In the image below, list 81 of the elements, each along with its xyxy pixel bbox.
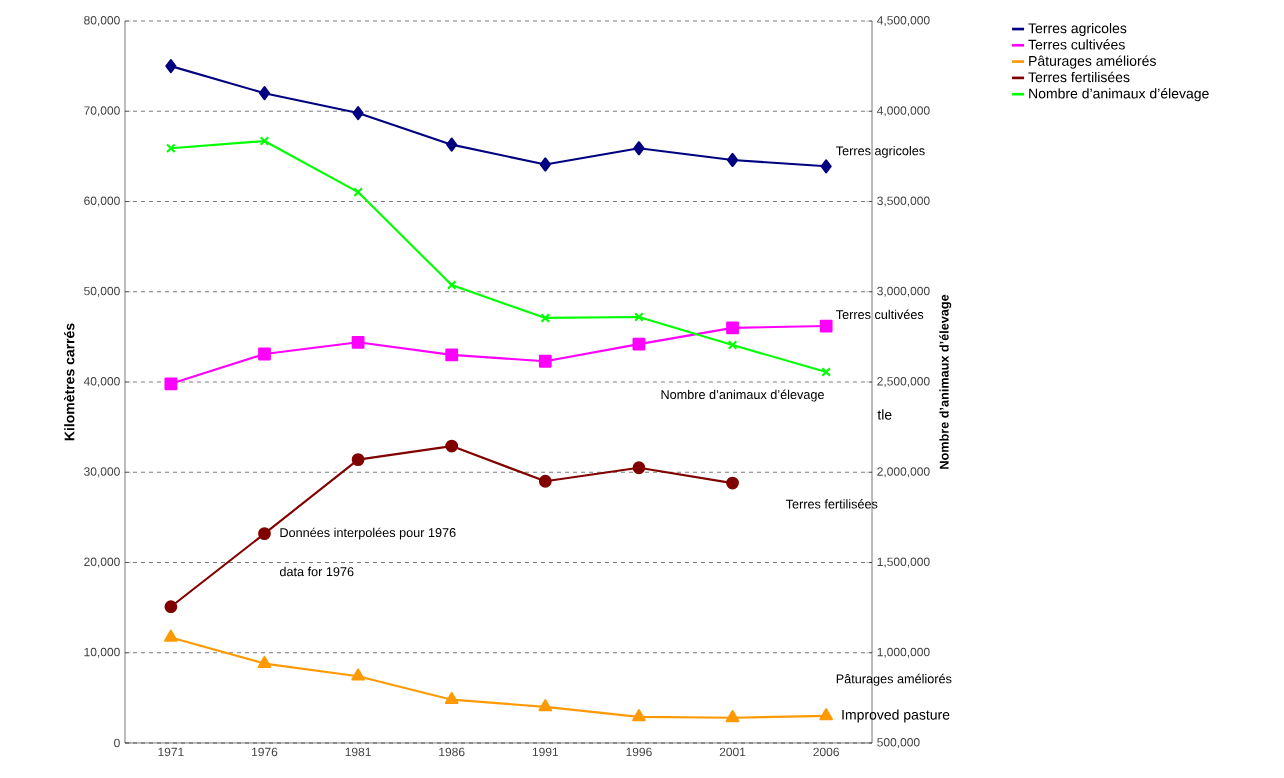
point	[257, 655, 272, 668]
point	[258, 347, 271, 361]
y2-tick-label: 1,000,000	[877, 647, 930, 658]
point	[445, 439, 459, 453]
point	[164, 629, 178, 642]
annotation: Terres agricoles	[836, 145, 925, 158]
y2-tick-label: 2,000,000	[877, 467, 930, 478]
y-tick-label: 50,000	[84, 286, 120, 297]
point	[259, 136, 270, 146]
annotation: Pâturages améliorés	[836, 673, 952, 686]
point	[351, 335, 365, 349]
point	[821, 367, 831, 377]
legend-label: Nombre d’animaux d’élevage	[1029, 88, 1209, 102]
text: tle	[877, 409, 892, 420]
y2-tick-label: 4,500,000	[877, 16, 930, 26]
point	[353, 187, 363, 197]
x-tick-label: 1996	[626, 747, 652, 757]
point	[726, 321, 739, 335]
point	[726, 476, 739, 490]
point	[539, 157, 551, 172]
point	[540, 313, 551, 323]
y2-tick-label: 1,500,000	[877, 557, 930, 568]
point	[351, 453, 365, 467]
point	[632, 709, 646, 722]
point	[446, 137, 458, 152]
point	[632, 337, 646, 351]
point	[725, 709, 740, 723]
legend-label: Pâturages améliorés	[1029, 55, 1156, 69]
point	[634, 312, 644, 322]
legend-label: Terres agricoles	[1028, 22, 1127, 37]
y-tick-label: 0	[114, 738, 120, 748]
point	[445, 348, 459, 362]
y2-tick-label: 3,500,000	[877, 196, 930, 207]
y-tick-label: 70,000	[84, 106, 120, 117]
point	[819, 708, 833, 721]
y-tick-label: 10,000	[84, 647, 120, 658]
point	[538, 354, 552, 368]
x-tick-label: 1991	[532, 747, 559, 757]
point	[446, 280, 457, 290]
point	[819, 319, 833, 333]
point	[352, 105, 364, 121]
y2-tick-label: 3,000,000	[877, 286, 930, 297]
point	[351, 668, 365, 681]
y-tick-label: 40,000	[83, 377, 120, 387]
x-tick-label: 1971	[158, 747, 184, 757]
point	[727, 340, 738, 350]
point	[165, 59, 177, 74]
point	[538, 474, 552, 488]
point	[444, 691, 459, 705]
x-tick-label: 2006	[813, 747, 839, 757]
point	[726, 152, 739, 168]
point	[166, 143, 176, 154]
y-axis-title: Kilomètres carrés	[64, 323, 75, 441]
point	[632, 461, 646, 475]
point	[538, 699, 553, 712]
x-tick-label: 1976	[252, 747, 278, 757]
y-tick-label: 60,000	[84, 196, 120, 207]
y2-tick-label: 500,000	[877, 738, 920, 748]
legend-label: Terres fertilisées	[1028, 71, 1130, 83]
y2-axis-title: Nombre d’animaux d’élevage	[939, 294, 952, 469]
annotation: Données interpolées pour 1976	[280, 527, 456, 540]
x-tick-label: 1981	[345, 747, 371, 757]
point	[258, 527, 271, 541]
y-tick-label: 20,000	[84, 557, 120, 568]
y2-tick-label: 2,500,000	[877, 377, 930, 387]
point	[164, 377, 178, 391]
annotation: Improved pasture	[842, 709, 950, 723]
annotation: data for 1976	[279, 566, 354, 577]
y2-tick-label: 4,000,000	[877, 106, 930, 117]
point	[820, 159, 832, 174]
annotation: Nombre d’animaux d’élevage	[661, 389, 824, 402]
legend-label: Terres cultivées	[1028, 39, 1125, 50]
x-tick-label: 1986	[439, 747, 465, 757]
y-tick-label: 30,000	[84, 467, 120, 478]
point	[633, 141, 645, 156]
annotation: Terres fertilisées	[785, 499, 878, 509]
point	[164, 600, 178, 614]
x-tick-label: 2001	[719, 747, 746, 757]
annotation: Terres cultivées	[836, 309, 924, 320]
y-tick-label: 80,000	[84, 16, 120, 26]
point	[258, 86, 271, 101]
